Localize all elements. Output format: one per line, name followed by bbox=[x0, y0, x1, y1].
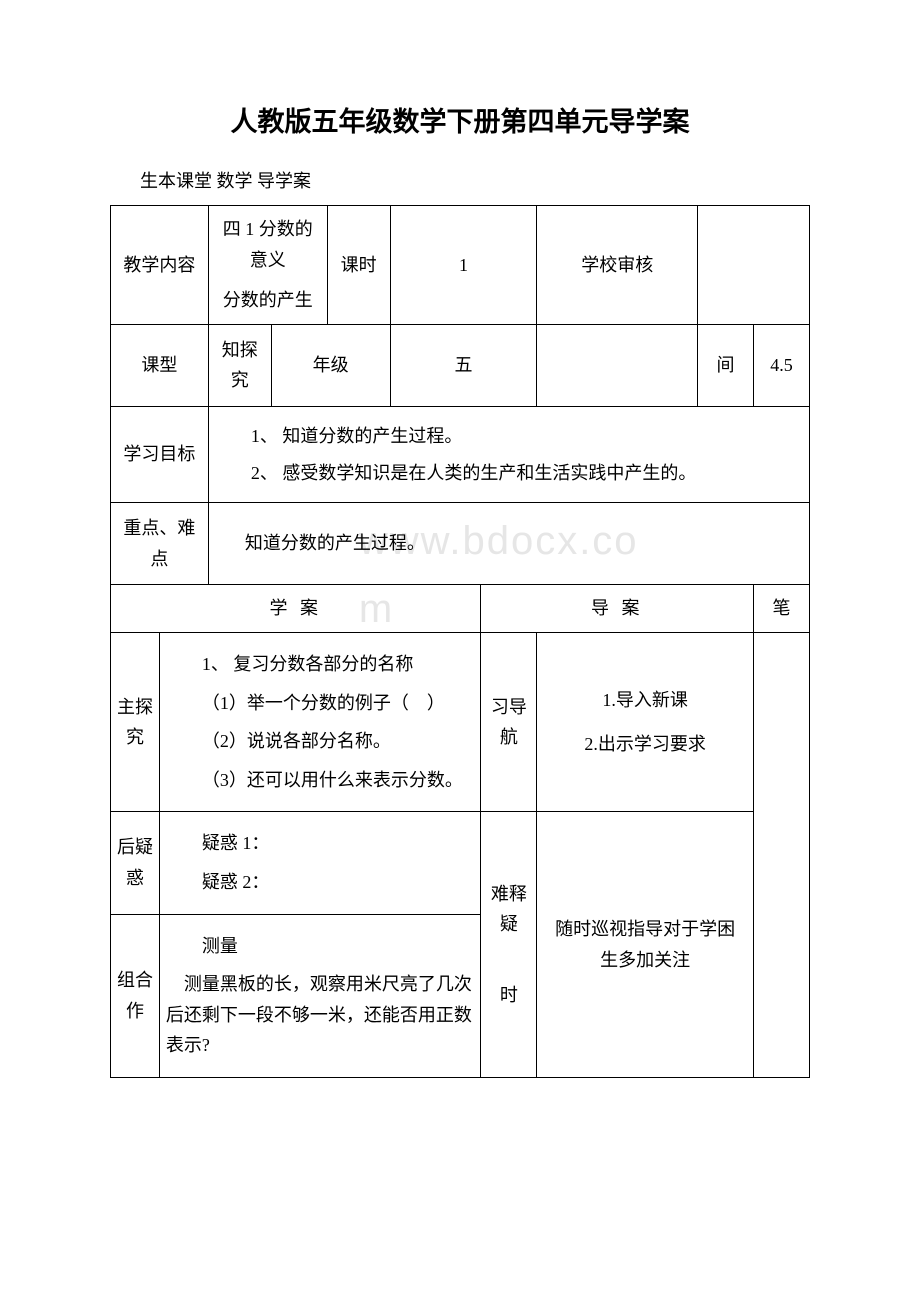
cell-goals-label: 学习目标 bbox=[111, 406, 209, 502]
cell-difficulty-label: 难释疑 时 bbox=[481, 812, 537, 1078]
cell-grade-label: 年级 bbox=[271, 324, 390, 406]
table-row: 课型 知探究 年级 五 间 4.5 bbox=[111, 324, 810, 406]
lesson-plan-table: 教学内容 四 1 分数的意义 分数的产生 课时 1 学校审核 课型 知探究 年级… bbox=[110, 205, 810, 1078]
cell-difficulty-content: 随时巡视指导对于学困生多加关注 bbox=[537, 812, 754, 1078]
difficulty-label-bot: 时 bbox=[485, 980, 532, 1011]
group-l1: 测量 bbox=[166, 931, 475, 962]
cell-lesson-hour-label: 课时 bbox=[327, 206, 390, 325]
group-l2: 测量黑板的长，观察用米尺亮了几次后还剩下一段不够一米，还能否用正数表示? bbox=[166, 969, 475, 1061]
keypoints-text: 知道分数的产生过程。 bbox=[245, 533, 425, 553]
cell-group-work-content: 测量 测量黑板的长，观察用米尺亮了几次后还剩下一段不够一米，还能否用正数表示? bbox=[159, 914, 481, 1077]
keypoints-label-text: 重点、难点 bbox=[123, 518, 195, 569]
table-row: 学习目标 1、 知道分数的产生过程。 2、 感受数学知识是在人类的生产和生活实践… bbox=[111, 406, 810, 502]
table-row: 主探究 1、 复习分数各部分的名称 （1）举一个分数的例子（ ） （2）说说各部… bbox=[111, 632, 810, 811]
table-row: 学 案 导 案 笔 bbox=[111, 585, 810, 633]
cell-guide-plan-label: 导 案 bbox=[481, 585, 754, 633]
cell-guide-nav-content: 1.导入新课 2.出示学习要求 bbox=[537, 632, 754, 811]
cell-time-label: 间 bbox=[698, 324, 754, 406]
cell-group-work-label: 组合作 bbox=[111, 914, 160, 1077]
explore-l4: （3）还可以用什么来表示分数。 bbox=[166, 765, 475, 796]
table-container: 教学内容 四 1 分数的意义 分数的产生 课时 1 学校审核 课型 知探究 年级… bbox=[110, 205, 810, 1078]
table-row: 后疑惑 疑惑 1： 疑惑 2： 难释疑 时 随时巡视指导对于学困生多加关注 bbox=[111, 812, 810, 914]
doubt-l1: 疑惑 1： bbox=[166, 828, 475, 859]
cell-school-review-value bbox=[698, 206, 810, 325]
table-row: 教学内容 四 1 分数的意义 分数的产生 课时 1 学校审核 bbox=[111, 206, 810, 325]
page-title: 人教版五年级数学下册第四单元导学案 bbox=[110, 100, 810, 139]
cell-main-explore-content: 1、 复习分数各部分的名称 （1）举一个分数的例子（ ） （2）说说各部分名称。… bbox=[159, 632, 481, 811]
difficulty-label-top: 难释疑 bbox=[485, 879, 532, 940]
cell-school-review-label: 学校审核 bbox=[537, 206, 698, 325]
difficulty-text: 随时巡视指导对于学困生多加关注 bbox=[555, 919, 735, 970]
cell-goals-value: 1、 知道分数的产生过程。 2、 感受数学知识是在人类的生产和生活实践中产生的。 bbox=[208, 406, 809, 502]
value-bot: 分数的产生 bbox=[215, 285, 321, 316]
cell-time-value: 4.5 bbox=[754, 324, 810, 406]
cell-notes-area bbox=[754, 632, 810, 1077]
cell-class-type-label: 课型 bbox=[111, 324, 209, 406]
goal-line-1: 1、 知道分数的产生过程。 bbox=[251, 421, 803, 452]
explore-l3: （2）说说各部分名称。 bbox=[166, 726, 475, 757]
cell-notes-label: 笔 bbox=[754, 585, 810, 633]
table-row: 重点、难点 www.bdocx.com 知道分数的产生过程。 bbox=[111, 503, 810, 585]
doubt-l2: 疑惑 2： bbox=[166, 867, 475, 898]
cell-study-plan-label: 学 案 bbox=[111, 585, 481, 633]
subtitle: 生本课堂 数学 导学案 bbox=[140, 167, 810, 193]
cell-guide-nav-label: 习导航 bbox=[481, 632, 537, 811]
cell-keypoints-label: 重点、难点 bbox=[111, 503, 209, 585]
cell-class-type-value: 知探究 bbox=[208, 324, 271, 406]
explore-l1: 1、 复习分数各部分的名称 bbox=[166, 649, 475, 680]
cell-doubts-label: 后疑惑 bbox=[111, 812, 160, 914]
goal-line-2: 2、 感受数学知识是在人类的生产和生活实践中产生的。 bbox=[251, 458, 803, 489]
value-top: 四 1 分数的意义 bbox=[215, 214, 321, 275]
guide-l2: 2.出示学习要求 bbox=[543, 729, 747, 760]
cell-lesson-hour-value: 1 bbox=[390, 206, 537, 325]
cell-teach-content-value: 四 1 分数的意义 分数的产生 bbox=[208, 206, 327, 325]
cell-empty bbox=[537, 324, 698, 406]
cell-main-explore-label: 主探究 bbox=[111, 632, 160, 811]
cell-grade-value: 五 bbox=[390, 324, 537, 406]
guide-l1: 1.导入新课 bbox=[543, 685, 747, 716]
cell-doubts-content: 疑惑 1： 疑惑 2： bbox=[159, 812, 481, 914]
cell-keypoints-value: www.bdocx.com 知道分数的产生过程。 bbox=[208, 503, 809, 585]
cell-teach-content-label: 教学内容 bbox=[111, 206, 209, 325]
explore-l2: （1）举一个分数的例子（ ） bbox=[166, 688, 475, 719]
